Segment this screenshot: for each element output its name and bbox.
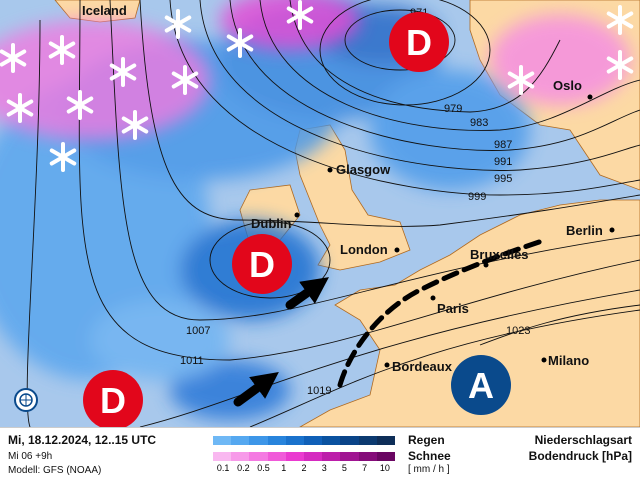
scale-swatch bbox=[285, 452, 305, 461]
low-pressure-center: D bbox=[389, 12, 449, 72]
scale-swatch bbox=[213, 452, 232, 461]
tick-label: 0.5 bbox=[257, 463, 270, 473]
city-label-dublin: Dublin bbox=[251, 216, 291, 231]
snow-label: Schnee bbox=[408, 449, 451, 463]
snowflake-icon bbox=[6, 93, 34, 123]
tick-label: 7 bbox=[362, 463, 368, 473]
isobar-label: 991 bbox=[494, 156, 512, 168]
iceland-land bbox=[54, 0, 141, 23]
isobar-label: 999 bbox=[468, 191, 486, 203]
scale-swatch bbox=[322, 436, 341, 445]
scale-swatch bbox=[231, 436, 250, 445]
legend: Mi, 18.12.2024, 12..15 UTC Mi 06 +9h Mod… bbox=[0, 427, 640, 478]
model-name: Modell: GFS (NOAA) bbox=[8, 465, 102, 476]
isobar-label: 983 bbox=[470, 117, 488, 129]
snowflake-icon bbox=[171, 65, 199, 95]
scale-swatch bbox=[231, 452, 250, 461]
snowflake-icon bbox=[0, 43, 27, 73]
snowflake-icon bbox=[286, 0, 314, 30]
snowflakes bbox=[0, 0, 634, 172]
snowflake-icon bbox=[49, 142, 77, 172]
isobar-label: 1023 bbox=[506, 325, 530, 337]
tick-label: 10 bbox=[379, 463, 390, 473]
snowflake-icon bbox=[121, 110, 149, 140]
scale-swatch bbox=[304, 452, 323, 461]
snow-color-scale bbox=[213, 452, 396, 461]
forecast-date: Mi, 18.12.2024, 12..15 UTC bbox=[8, 433, 157, 447]
snowflake-icon bbox=[606, 50, 634, 80]
city-label-bruxelles: Bruxelles bbox=[470, 247, 529, 262]
scale-swatch bbox=[358, 452, 377, 461]
scale-swatch bbox=[376, 436, 396, 445]
tick-label: 2 bbox=[301, 463, 307, 473]
city-label-oslo: Oslo bbox=[553, 78, 582, 93]
isobar-label: 1011 bbox=[180, 355, 204, 367]
isobar-label: 1007 bbox=[186, 325, 210, 337]
svg-text:D: D bbox=[249, 244, 275, 285]
cold-front-line bbox=[337, 237, 548, 388]
wind-arrow-icon bbox=[233, 372, 279, 407]
scale-swatch bbox=[267, 436, 286, 445]
rain-label: Regen bbox=[408, 433, 445, 447]
low-pressure-center: D bbox=[83, 370, 143, 427]
city-label-london: London bbox=[340, 242, 388, 257]
snowflake-icon bbox=[606, 5, 634, 35]
rain-color-scale bbox=[213, 436, 396, 445]
scale-swatch bbox=[249, 452, 268, 461]
scale-swatch bbox=[304, 436, 323, 445]
scale-swatch bbox=[322, 452, 341, 461]
snowflake-icon bbox=[507, 65, 535, 95]
scale-swatch bbox=[285, 436, 305, 445]
city-label-iceland: Iceland bbox=[82, 3, 127, 18]
wind-arrow-icon bbox=[285, 277, 329, 310]
globe-logo-icon[interactable] bbox=[14, 388, 38, 412]
isobar-label: 979 bbox=[444, 103, 462, 115]
snowflake-icon bbox=[48, 35, 76, 65]
city-label-bordeaux: Bordeaux bbox=[392, 359, 453, 374]
snowflake-icon bbox=[226, 28, 254, 58]
isobars bbox=[26, 0, 640, 427]
isobar-label: 1019 bbox=[307, 385, 331, 397]
scale-ticks: 0.1 0.2 0.5 1 2 3 5 7 10 bbox=[213, 463, 395, 473]
cities: Iceland Oslo Glasgow Dublin London Berli… bbox=[82, 3, 615, 374]
tick-label: 1 bbox=[281, 463, 287, 473]
city-label-glasgow: Glasgow bbox=[336, 162, 391, 177]
svg-text:D: D bbox=[406, 22, 432, 63]
model-run: Mi 06 +9h bbox=[8, 451, 53, 462]
great-britain-land bbox=[294, 124, 411, 271]
legend-title-precip-type: Niederschlagsart bbox=[534, 433, 632, 447]
isobar-label: 987 bbox=[494, 139, 512, 151]
snowflake-icon bbox=[66, 90, 94, 120]
scale-swatch bbox=[358, 436, 377, 445]
weather-map: 971 979 983 987 991 995 999 1007 1011 10… bbox=[0, 0, 640, 427]
tick-label: 0.1 bbox=[216, 463, 230, 473]
isobar-label: 995 bbox=[494, 173, 512, 185]
scale-swatch bbox=[249, 436, 268, 445]
tick-label: 3 bbox=[321, 463, 327, 473]
scale-swatch bbox=[376, 452, 396, 461]
scale-swatch bbox=[340, 452, 359, 461]
svg-text:A: A bbox=[468, 365, 494, 406]
low-pressure-center: D bbox=[232, 234, 292, 294]
tick-label: 5 bbox=[341, 463, 347, 473]
city-label-milano: Milano bbox=[548, 353, 589, 368]
scale-swatch bbox=[213, 436, 232, 445]
unit-label: [ mm / h ] bbox=[408, 464, 450, 475]
scale-swatch bbox=[340, 436, 359, 445]
snowflake-icon bbox=[164, 9, 192, 39]
city-label-paris: Paris bbox=[437, 301, 469, 316]
svg-text:D: D bbox=[100, 380, 126, 421]
tick-label: 0.2 bbox=[237, 463, 250, 473]
city-label-berlin: Berlin bbox=[566, 223, 603, 238]
snowflake-icon bbox=[109, 57, 137, 87]
scale-swatch bbox=[267, 452, 286, 461]
high-pressure-center: A bbox=[451, 355, 511, 415]
legend-title-pressure: Bodendruck [hPa] bbox=[528, 449, 632, 463]
